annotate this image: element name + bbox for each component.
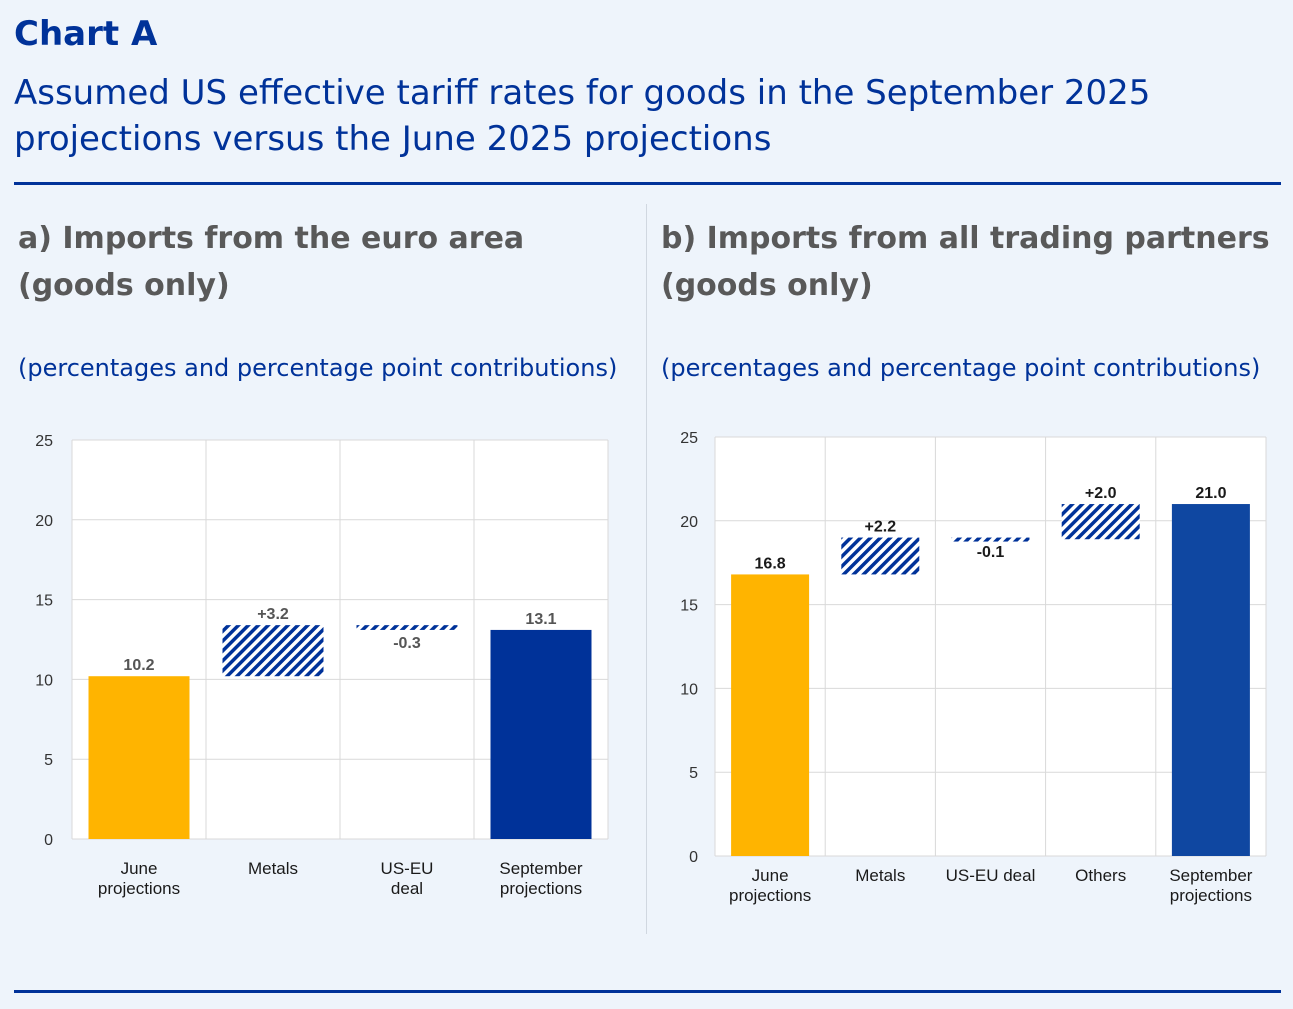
top-rule	[14, 182, 1281, 185]
x-category-label: US-EU deal	[381, 859, 434, 898]
chart-title: Assumed US effective tariff rates for go…	[14, 73, 1151, 159]
bar-delta	[841, 537, 920, 575]
bar-total	[88, 676, 190, 839]
panel-divider	[646, 204, 647, 934]
data-label: 10.2	[123, 657, 154, 674]
y-tick-label: 20	[680, 514, 698, 531]
data-label: -0.3	[393, 635, 421, 652]
x-category-label-line: Metals	[248, 859, 298, 878]
x-category-label-line: US-EU deal	[946, 866, 1036, 885]
x-category-label-line: Metals	[855, 866, 905, 885]
x-category-label-line: projections	[1170, 886, 1252, 905]
x-category-label: Metals	[855, 866, 905, 885]
data-label: +2.0	[1085, 485, 1117, 502]
x-category-label: US-EU deal	[946, 866, 1036, 885]
bar-delta	[222, 625, 324, 677]
bar-total	[731, 574, 810, 856]
bar-total	[1171, 504, 1250, 856]
panel-a-title: a) Imports from the euro area (goods onl…	[18, 221, 525, 303]
x-category-label: June projections	[729, 866, 811, 905]
x-category-label: September projections	[1169, 866, 1252, 905]
x-category-label-line: projections	[729, 886, 811, 905]
x-category-label-line: September	[1169, 866, 1252, 885]
panel-b-title: b) Imports from all trading partners (go…	[661, 221, 1270, 303]
data-label: +3.2	[257, 606, 289, 623]
x-category-label-line: September	[499, 859, 582, 878]
y-tick-label: 20	[35, 513, 53, 530]
data-label: -0.1	[977, 544, 1005, 561]
y-tick-label: 10	[680, 681, 698, 698]
panel-a-subtitle: (percentages and percentage point contri…	[18, 354, 618, 382]
x-category-label: September projections	[499, 859, 582, 898]
y-tick-label: 0	[44, 832, 53, 849]
x-category-label-line: projections	[98, 879, 180, 898]
data-label: 16.8	[755, 555, 786, 572]
x-category-label-line: Others	[1075, 866, 1126, 885]
y-tick-label: 15	[680, 598, 698, 615]
x-category-label-line: deal	[391, 879, 423, 898]
x-category-label: June projections	[98, 859, 180, 898]
y-tick-label: 25	[680, 430, 698, 447]
data-label: 13.1	[525, 611, 556, 628]
panel-b-subtitle: (percentages and percentage point contri…	[661, 354, 1261, 382]
x-category-label: Others	[1075, 866, 1126, 885]
x-category-label-line: US-EU	[381, 859, 434, 878]
bottom-rule	[14, 990, 1281, 993]
y-tick-label: 0	[689, 849, 698, 866]
y-tick-label: 5	[44, 752, 53, 769]
y-tick-label: 15	[35, 593, 53, 610]
y-tick-label: 10	[35, 672, 53, 689]
x-category-label-line: June	[121, 859, 158, 878]
chart-label: Chart A	[14, 14, 158, 54]
y-tick-label: 5	[689, 765, 698, 782]
bar-delta	[356, 625, 458, 630]
x-category-label-line: projections	[500, 879, 582, 898]
data-label: +2.2	[865, 519, 897, 536]
data-label: 21.0	[1195, 485, 1226, 502]
x-category-label-line: June	[752, 866, 789, 885]
bar-total	[490, 629, 592, 839]
bar-delta	[1061, 504, 1140, 540]
x-category-label: Metals	[248, 859, 298, 878]
y-tick-label: 25	[35, 433, 53, 450]
bar-delta	[951, 537, 1030, 542]
